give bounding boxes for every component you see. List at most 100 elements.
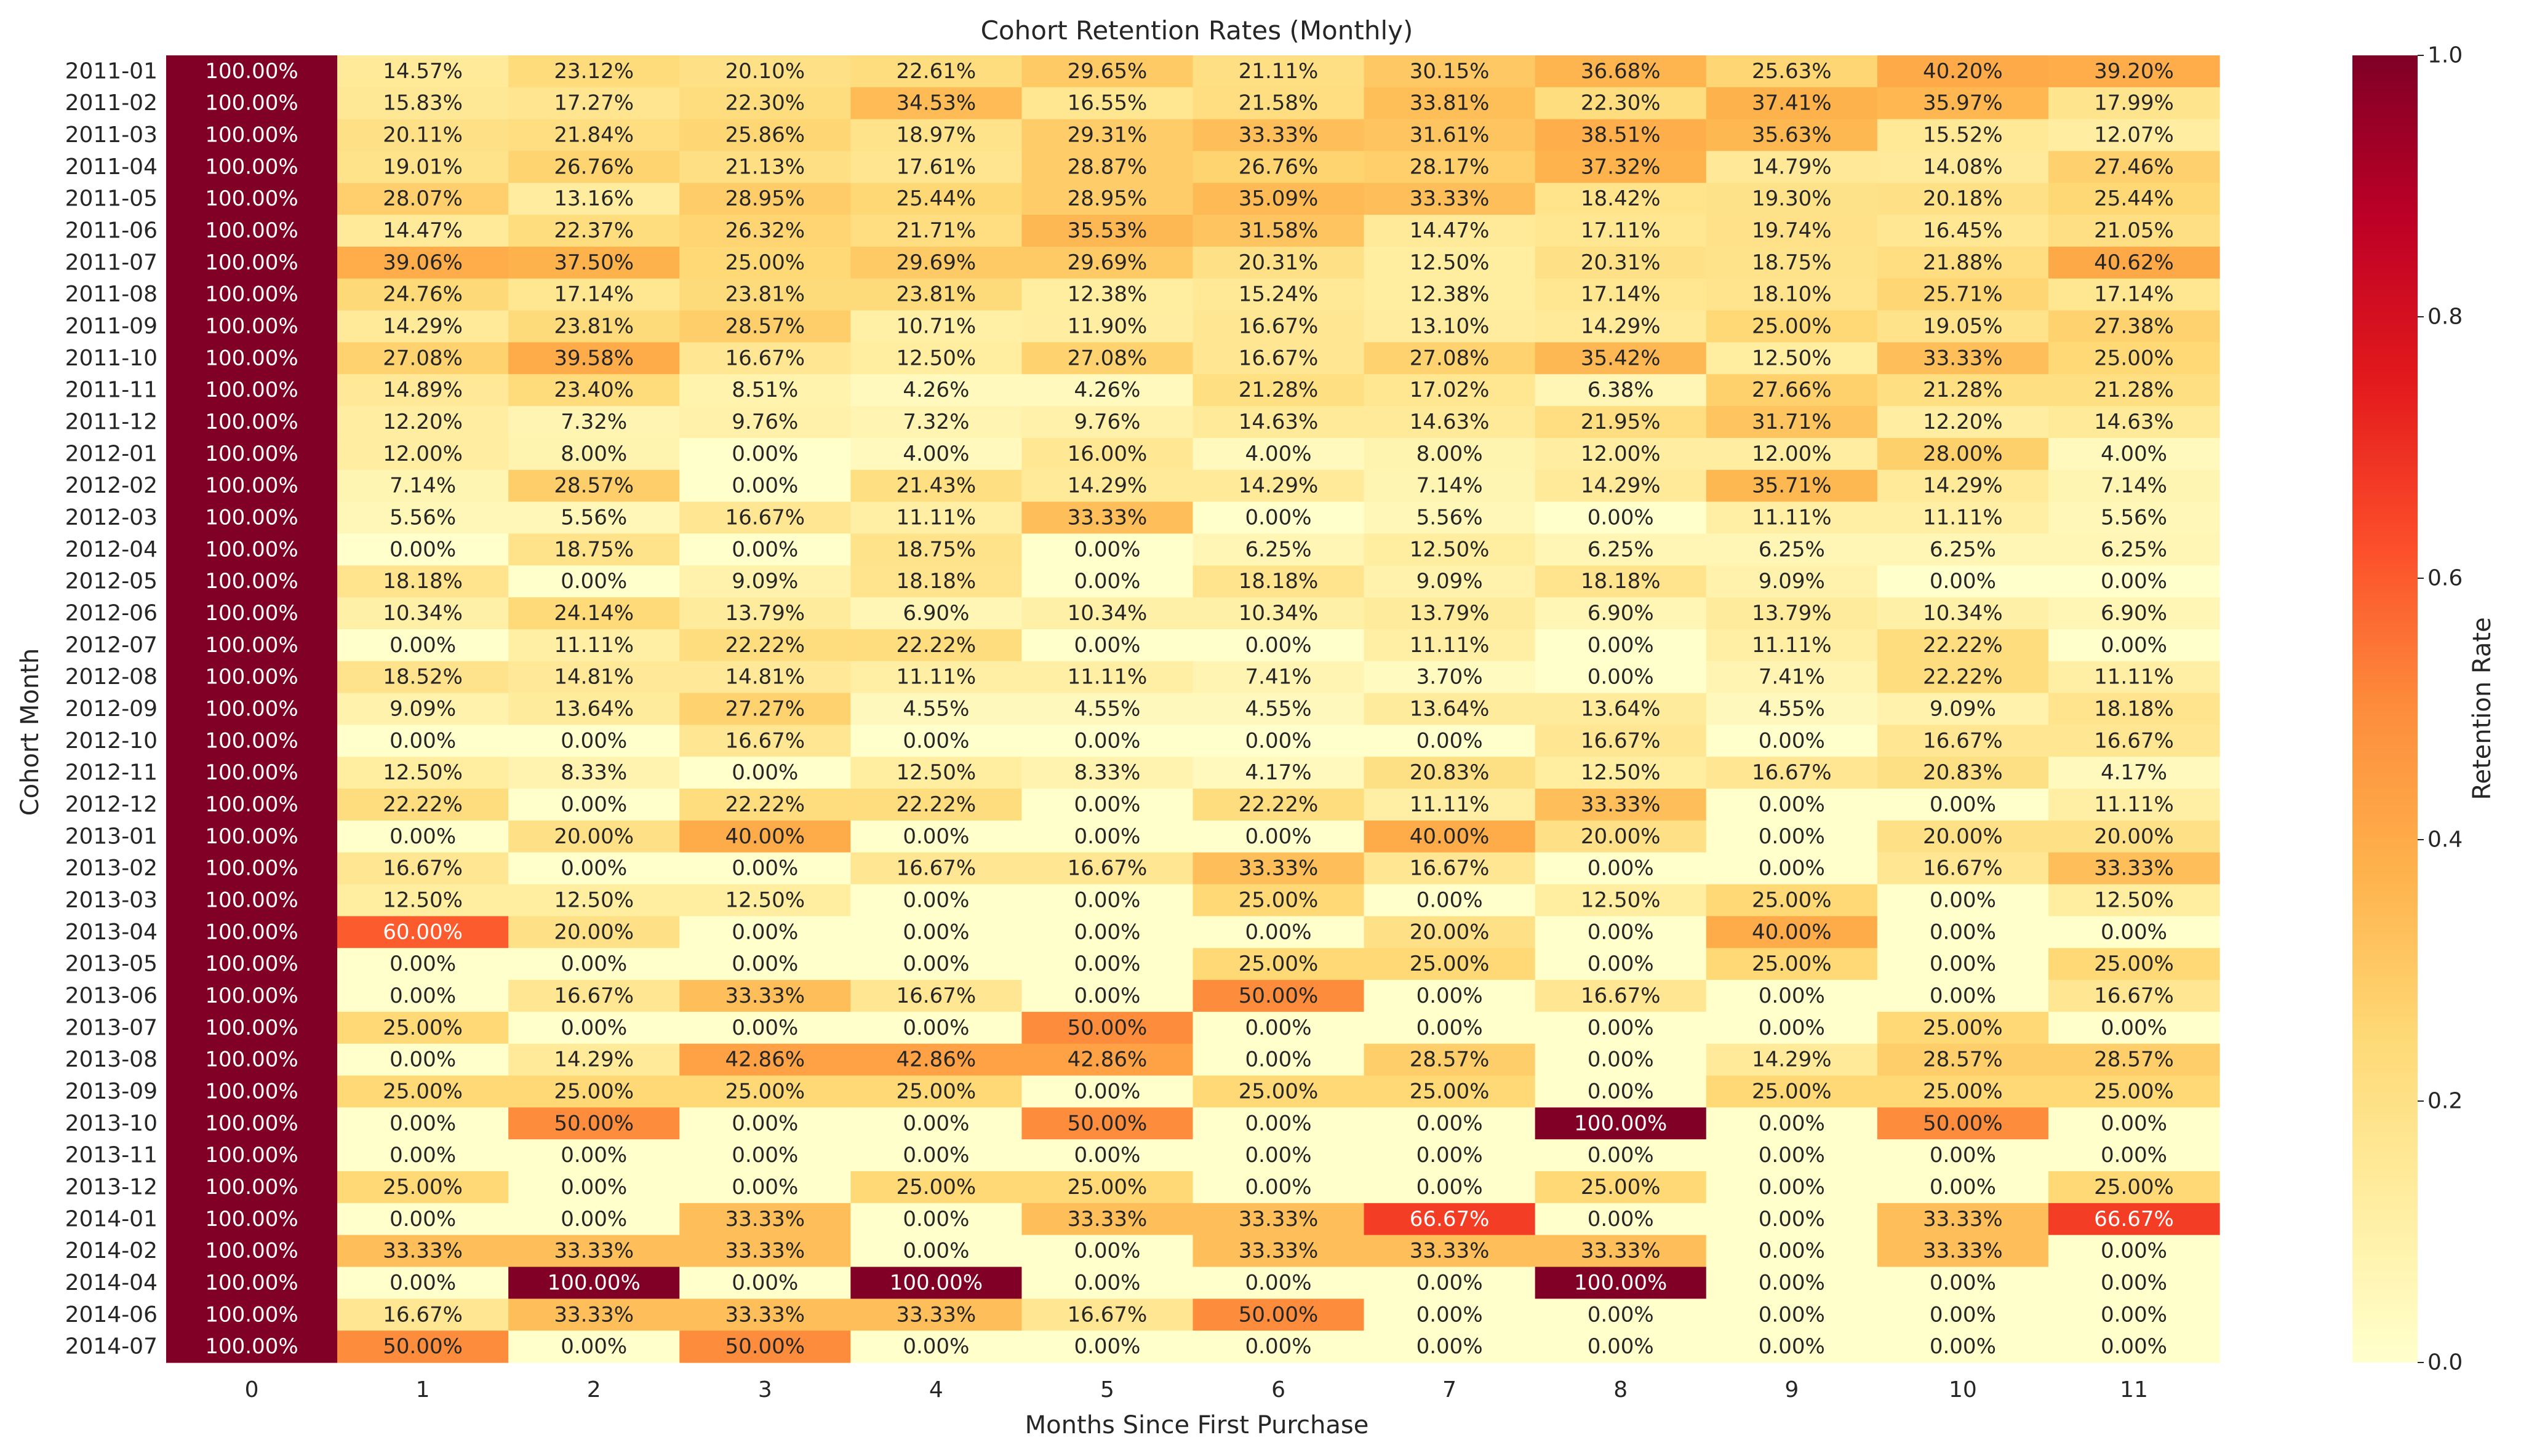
cell-value-label: 100.00% (205, 410, 298, 434)
cell-value-label: 17.14% (554, 282, 634, 307)
cell-value-label: 0.00% (1759, 1143, 1825, 1168)
heatmap-cell (1877, 629, 2049, 662)
cell-value-label: 25.71% (1923, 282, 2003, 307)
cell-value-label: 0.00% (1588, 665, 1654, 690)
heatmap-cell (508, 789, 680, 821)
cell-value-label: 0.00% (1759, 856, 1825, 881)
cell-value-label: 100.00% (548, 1270, 641, 1295)
cell-value-label: 0.00% (1245, 506, 1312, 530)
heatmap-cell (1193, 278, 1365, 311)
cell-value-label: 25.00% (1923, 1079, 2003, 1104)
heatmap-cell (166, 597, 338, 630)
cell-value-label: 25.00% (725, 250, 805, 275)
heatmap-cell (1021, 533, 1194, 566)
cell-value-label: 100.00% (205, 250, 298, 275)
heatmap-cell (1021, 1171, 1194, 1204)
heatmap-cell (508, 1331, 680, 1363)
cell-value-label: 100.00% (205, 474, 298, 498)
heatmap-cell (679, 469, 851, 503)
cell-value-label: 0.00% (1759, 1239, 1825, 1263)
cell-value-label: 0.00% (561, 1143, 627, 1168)
cell-value-label: 100.00% (205, 1302, 298, 1327)
heatmap-cell (508, 1043, 680, 1076)
cell-value-label: 42.86% (897, 1048, 977, 1072)
chart-title: Cohort Retention Rates (Monthly) (981, 15, 1413, 46)
cell-value-label: 12.07% (2094, 123, 2174, 148)
colorbar-gradient (2352, 55, 2418, 1363)
cell-value-label: 0.00% (1245, 728, 1312, 753)
heatmap-cell (1193, 342, 1365, 375)
y-tick-label: 2013-11 (65, 1143, 158, 1168)
x-axis-tick-labels: 0 1 2 3 4 5 6 7 8 9 10 11 (245, 1377, 2148, 1402)
cell-value-label: 33.33% (1239, 1207, 1319, 1231)
cell-value-label: 100.00% (205, 1079, 298, 1104)
heatmap-cell (1021, 1331, 1194, 1363)
heatmap-cell (1877, 1203, 2049, 1236)
cell-value-label: 35.97% (1923, 91, 2003, 116)
y-tick-label: 2012-03 (65, 505, 158, 530)
cell-value-label: 0.00% (1416, 1111, 1483, 1136)
cell-value-label: 25.00% (1923, 1016, 2003, 1040)
x-tick-label: 7 (1442, 1377, 1456, 1402)
cell-value-label: 4.26% (1074, 378, 1140, 402)
heatmap-cell (166, 119, 338, 152)
cell-value-label: 0.00% (1759, 1111, 1825, 1136)
cell-value-label: 25.00% (1752, 314, 1832, 339)
heatmap-cell (1706, 820, 1878, 853)
cell-value-label: 15.24% (1239, 282, 1319, 307)
heatmap-cell (850, 725, 1023, 757)
cell-value-label: 0.00% (1074, 952, 1140, 976)
heatmap-cell (508, 55, 680, 88)
cell-value-label: 24.76% (383, 282, 463, 307)
cell-value-label: 100.00% (205, 952, 298, 976)
cell-value-label: 7.41% (1759, 665, 1825, 690)
cell-value-label: 100.00% (205, 760, 298, 785)
cell-value-label: 14.29% (554, 1048, 634, 1072)
heatmap-cell (1535, 693, 1707, 726)
heatmap-cell (166, 789, 338, 821)
heatmap-cell (508, 948, 680, 981)
cell-value-label: 21.28% (1923, 378, 2003, 402)
heatmap-cell (1193, 469, 1365, 503)
heatmap-cell (1021, 948, 1194, 981)
cell-value-label: 100.00% (1574, 1111, 1667, 1136)
heatmap-cell (850, 437, 1023, 471)
cell-value-label: 0.00% (390, 824, 456, 849)
cell-value-label: 28.87% (1068, 154, 1148, 179)
heatmap-cell (2048, 501, 2220, 535)
heatmap-cell (2048, 87, 2220, 120)
y-tick-label: 2014-06 (65, 1302, 158, 1327)
cell-value-label: 0.00% (2101, 633, 2167, 658)
heatmap-cell (850, 820, 1023, 853)
heatmap-cell (1364, 1267, 1536, 1299)
heatmap-cell (1706, 1203, 1878, 1236)
heatmap-cell (2048, 1107, 2220, 1140)
heatmap-cell-labels: 100.00% 14.57% 23.12% 20.10% 22.61% 29.65% 21.… (205, 59, 2173, 1359)
x-tick-label: 2 (587, 1377, 601, 1402)
cell-value-label: 0.00% (1245, 824, 1312, 849)
heatmap-cell (337, 1171, 509, 1204)
heatmap-cell (1535, 87, 1707, 120)
cell-value-label: 25.00% (383, 1175, 463, 1199)
heatmap-cell (1877, 87, 2049, 120)
heatmap-cell (1193, 183, 1365, 215)
cell-value-label: 14.29% (1581, 314, 1661, 339)
cell-value-label: 22.22% (725, 633, 805, 658)
y-tick-label: 2012-01 (65, 441, 158, 466)
heatmap-cell (166, 1043, 338, 1076)
heatmap-cell (1535, 1107, 1707, 1140)
heatmap-cell (1364, 151, 1536, 183)
heatmap-cell (337, 661, 509, 694)
cell-value-label: 50.00% (1068, 1111, 1148, 1136)
heatmap-cell (1193, 1011, 1365, 1044)
heatmap-cell (2048, 1235, 2220, 1268)
cell-value-label: 0.00% (2101, 1239, 2167, 1263)
cell-value-label: 50.00% (1239, 1302, 1319, 1327)
heatmap-cell (2048, 1299, 2220, 1331)
heatmap-cell (508, 469, 680, 503)
cell-value-label: 35.53% (1068, 218, 1148, 243)
cell-value-label: 0.00% (1588, 1016, 1654, 1040)
cell-value-label: 5.56% (561, 506, 627, 530)
heatmap-cell (1021, 757, 1194, 789)
heatmap-cell (679, 1139, 851, 1172)
